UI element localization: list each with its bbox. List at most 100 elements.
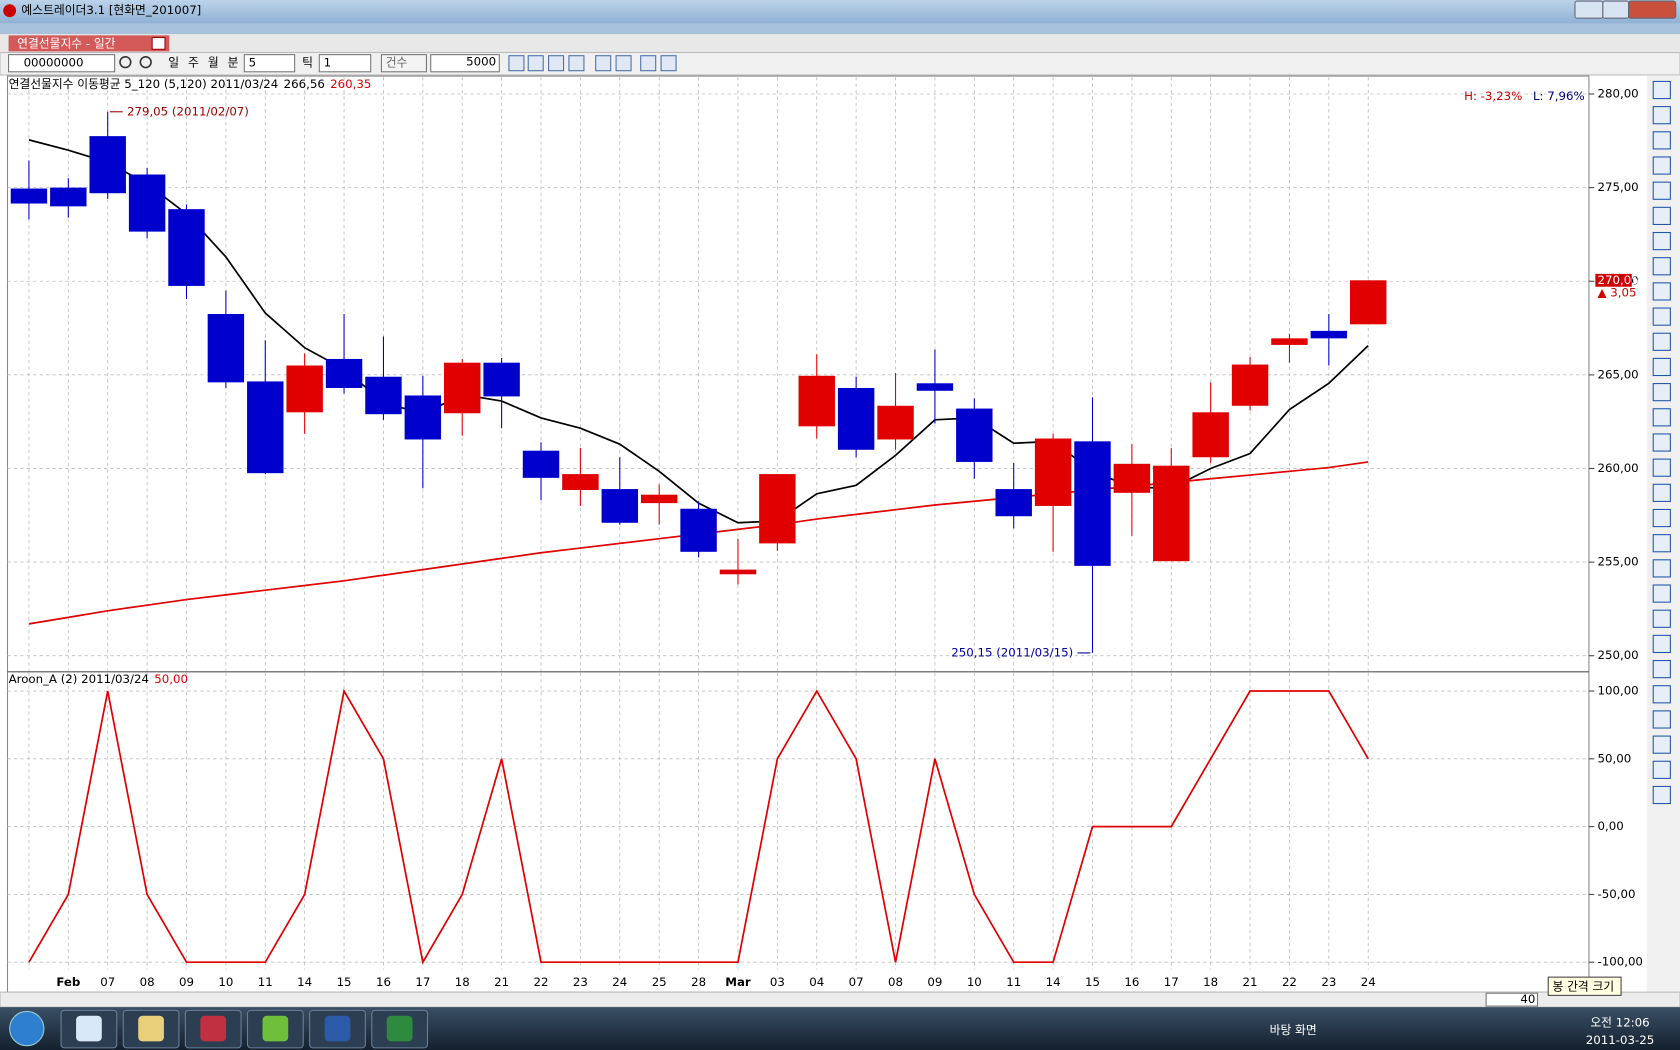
draw-tool[interactable] [1652,106,1671,125]
candle-body [483,362,520,397]
y-tick-label: 265,00 [1598,367,1639,381]
draw-tool[interactable] [1652,131,1671,150]
draw-tool[interactable] [1652,80,1671,100]
tick-select[interactable] [318,54,372,73]
period-button[interactable]: 일 [168,56,179,70]
task-app-icon [200,1015,227,1042]
draw-tool[interactable] [1652,685,1671,704]
candle-body [247,381,284,474]
draw-tool[interactable] [1652,458,1671,477]
x-tick-label: 23 [573,975,588,989]
candle-body [601,489,639,523]
draw-tool[interactable] [1652,559,1671,578]
x-tick-label: 21 [494,975,509,989]
candle-body [168,209,205,286]
draw-tool[interactable] [1652,206,1671,225]
x-tick-label: 28 [691,975,706,989]
tab[interactable] [8,35,170,52]
zoom-icon[interactable] [139,55,152,69]
draw-tool[interactable] [1652,660,1671,679]
candle-body [444,362,481,414]
x-tick-label: 04 [809,975,824,989]
candle-body [956,408,993,462]
draw-tool[interactable] [1652,609,1671,628]
count-label: 건수 [386,56,408,70]
series-line [28,688,1369,965]
draw-tool[interactable] [1652,483,1671,502]
tool-icon[interactable] [595,55,612,72]
candle-body [1231,364,1269,406]
maximize-button[interactable] [1602,0,1630,19]
zoom-input[interactable] [1485,992,1539,1007]
draw-tool[interactable] [1652,181,1671,200]
window-title: 예스트레이더3.1 [현화면_201007] [21,3,201,17]
draw-tool[interactable] [1652,760,1671,779]
draw-tool[interactable] [1652,433,1671,452]
code-input[interactable] [8,54,116,73]
tool-icon[interactable] [527,55,544,72]
y-tick-label: 280,00 [1598,86,1639,100]
candle-body [1350,280,1387,325]
tool-icon[interactable] [615,55,632,72]
x-tick-label: 15 [337,975,352,989]
last-price: 270,05 [1598,273,1639,287]
period-button[interactable]: 주 [188,56,199,70]
desktop-label[interactable]: 바탕 화면 [1270,1023,1317,1037]
draw-tool[interactable] [1652,735,1671,754]
draw-tool[interactable] [1652,156,1671,175]
x-tick-label: 11 [258,975,273,989]
draw-tool[interactable] [1652,534,1671,553]
last-change: ▲ 3,05 [1598,286,1637,300]
pane-header: Aroon_A (2) 2011/03/24 [9,672,149,686]
tool-icon[interactable] [548,55,565,72]
scrollbar[interactable] [0,991,1680,1008]
draw-tool[interactable] [1652,408,1671,427]
pane-header: 266,56 [284,77,325,91]
draw-tool[interactable] [1652,231,1671,251]
minute-select[interactable] [243,54,296,73]
period-button[interactable]: 분 [228,56,239,70]
draw-tool[interactable] [1652,634,1671,654]
tool-icon[interactable] [568,55,585,72]
draw-tool[interactable] [1652,383,1671,402]
draw-tool[interactable] [1652,357,1671,377]
tool-icon[interactable] [660,55,677,72]
search-icon[interactable] [119,55,132,69]
annotation: 279,05 (2011/02/07) [127,104,249,118]
minute: 5 [249,56,256,70]
draw-tool[interactable] [1652,508,1671,528]
x-tick-label: 03 [770,975,785,989]
y-tick-label: 255,00 [1598,555,1639,569]
period-button[interactable]: 월 [208,56,219,70]
task-app-icon [76,1015,102,1042]
tool-icon[interactable] [640,55,657,72]
clock-date: 2011-03-25 [1586,1033,1654,1047]
code: 00000000 [24,56,84,70]
x-tick-label: 23 [1321,975,1336,989]
x-tick-label: 16 [376,975,391,989]
x-tick-label: 18 [1203,975,1218,989]
x-tick-label: 24 [612,975,627,989]
minimize-button[interactable] [1574,0,1604,19]
tool-icon[interactable] [508,55,525,72]
candle-body [128,174,166,232]
candle-body [522,450,560,478]
draw-tool[interactable] [1652,584,1671,603]
draw-tool[interactable] [1652,785,1671,805]
draw-tool[interactable] [1652,332,1671,351]
count-select[interactable] [380,54,427,73]
draw-tool[interactable] [1652,710,1671,729]
x-tick-label: 18 [455,975,470,989]
count-input[interactable] [430,54,500,73]
start-button[interactable] [9,1010,45,1047]
draw-tool[interactable] [1652,307,1671,326]
draw-tool[interactable] [1652,257,1671,276]
x-tick-label: 11 [1006,975,1021,989]
candle-body [1034,438,1072,506]
tab-close[interactable] [151,36,166,50]
x-tick-label: 09 [927,975,942,989]
draw-tool[interactable] [1652,282,1671,301]
x-tick-label: 14 [297,975,312,989]
close-button[interactable] [1628,0,1677,19]
